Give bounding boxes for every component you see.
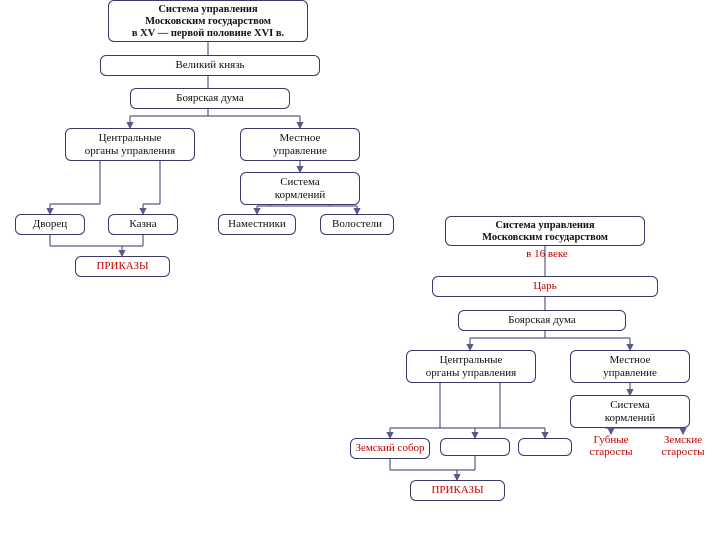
- d1-local: Местное управление: [240, 128, 360, 161]
- d1-kormleniya: Система кормлений: [240, 172, 360, 205]
- d2-local: Местное управление: [570, 350, 690, 383]
- d1-kazna: Казна: [108, 214, 178, 235]
- d2-blank-1: [440, 438, 510, 456]
- d1-volosteli: Волостели: [320, 214, 394, 235]
- d2-title: Система управления Московским государств…: [445, 216, 645, 246]
- d2-tsar: Царь: [432, 276, 658, 297]
- d1-title-l2: Московским государством: [145, 16, 271, 27]
- d2-subtitle: в 16 веке: [492, 248, 602, 260]
- d2-blank-2: [518, 438, 572, 456]
- d1-title: Система управления Московским государств…: [108, 0, 308, 42]
- d1-title-l3: в XV — первой половине XVI в.: [132, 28, 284, 39]
- d2-boyar-duma: Боярская дума: [458, 310, 626, 331]
- d2-title-l1: Система управления: [495, 220, 594, 231]
- d2-prikazy-label: ПРИКАЗЫ: [431, 484, 483, 496]
- d1-dvorets: Дворец: [15, 214, 85, 235]
- d1-central: Центральные органы управления: [65, 128, 195, 161]
- d1-grand-prince: Великий князь: [100, 55, 320, 76]
- d1-title-l1: Система управления: [158, 4, 257, 15]
- d2-central: Центральные органы управления: [406, 350, 536, 383]
- d1-namestniki: Наместники: [218, 214, 296, 235]
- d2-gubnye: Губные старосты: [580, 434, 642, 458]
- d1-boyar-duma: Боярская дума: [130, 88, 290, 109]
- d2-title-l2: Московским государством: [482, 232, 608, 243]
- d2-zemsobor-label: Земский собор: [355, 442, 424, 454]
- d2-kormleniya: Система кормлений: [570, 395, 690, 428]
- d1-prikazy-label: ПРИКАЗЫ: [96, 260, 148, 272]
- d2-prikazy: ПРИКАЗЫ: [410, 480, 505, 501]
- d1-prikazy: ПРИКАЗЫ: [75, 256, 170, 277]
- d2-zemsky-sobor: Земский собор: [350, 438, 430, 459]
- d2-tsar-label: Царь: [533, 280, 556, 292]
- d2-zemskie: Земские старосты: [652, 434, 714, 458]
